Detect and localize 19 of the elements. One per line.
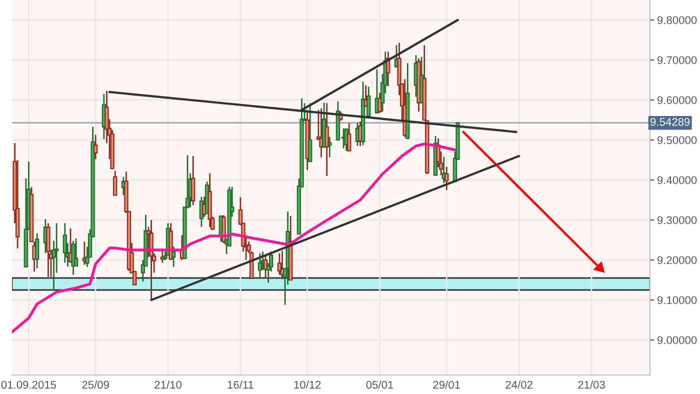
x-tick-label: 24/02 <box>506 380 532 389</box>
x-tick-label: 29/01 <box>433 380 460 389</box>
y-tick-label: 9.00000 <box>657 336 697 344</box>
y-tick-label: 9.20000 <box>657 256 697 264</box>
x-tick-label: 05/01 <box>366 380 394 389</box>
x-tick-label: 21/10 <box>154 380 182 389</box>
y-tick-label: 9.40000 <box>657 176 697 184</box>
x-tick-label: 16/11 <box>228 380 254 389</box>
y-tick-label: 9.80000 <box>657 16 697 24</box>
y-tick-label: 9.30000 <box>657 216 697 224</box>
y-tick-label: 9.60000 <box>657 96 697 104</box>
y-tick-label: 9.70000 <box>657 56 697 64</box>
ref-line-label: 9.54289 <box>650 118 690 126</box>
x-tick-label: 01.09.2015 <box>1 380 56 389</box>
x-tick-label: 25/09 <box>82 380 109 389</box>
x-tick-label: 21/03 <box>578 380 605 389</box>
y-tick-label: 9.10000 <box>657 296 697 304</box>
x-tick-label: 10/12 <box>294 380 321 389</box>
y-tick-label: 9.50000 <box>657 136 697 144</box>
